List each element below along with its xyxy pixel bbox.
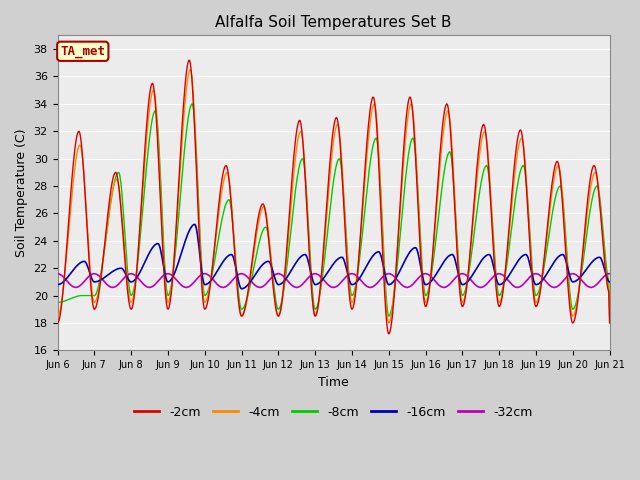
Y-axis label: Soil Temperature (C): Soil Temperature (C) [15, 129, 28, 257]
X-axis label: Time: Time [318, 376, 349, 389]
Legend: -2cm, -4cm, -8cm, -16cm, -32cm: -2cm, -4cm, -8cm, -16cm, -32cm [129, 401, 538, 424]
Title: Alfalfa Soil Temperatures Set B: Alfalfa Soil Temperatures Set B [215, 15, 452, 30]
Text: TA_met: TA_met [60, 45, 106, 58]
